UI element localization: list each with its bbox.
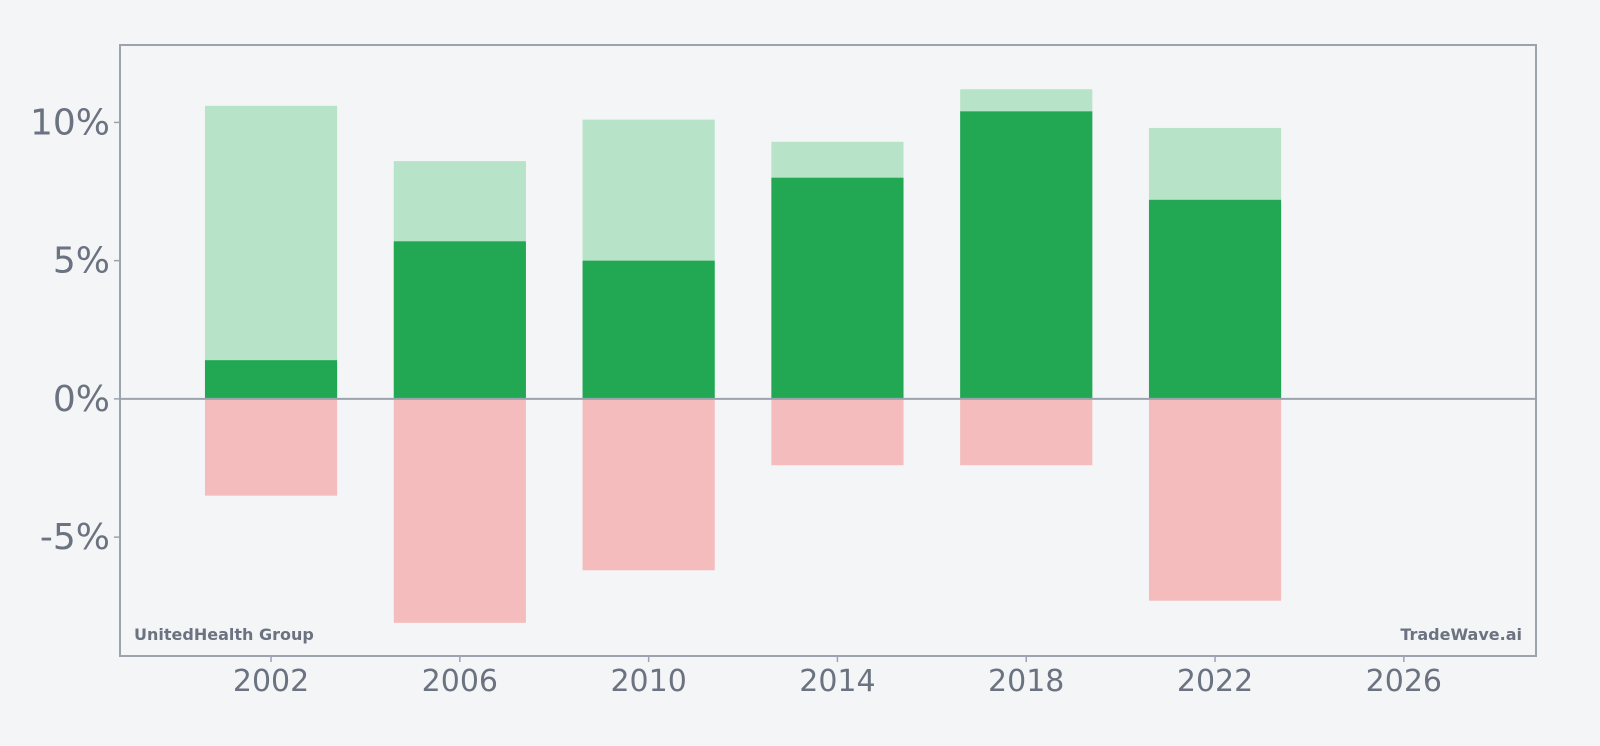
x-tick-label: 2014 xyxy=(799,664,875,699)
x-tick-label: 2002 xyxy=(233,664,309,699)
bar-value-2022 xyxy=(1148,199,1282,399)
x-tick-label: 2018 xyxy=(988,664,1064,699)
bar-value-2010 xyxy=(582,260,715,399)
plot-frame xyxy=(119,44,1537,657)
y-tick-label: -5% xyxy=(40,517,110,558)
bar-value-2018 xyxy=(960,111,1093,399)
watermark-label: TradeWave.ai xyxy=(1400,625,1522,644)
x-axis: 2002 2006 2010 2014 2018 2022 2026 xyxy=(233,656,1442,699)
y-tick-label: 0% xyxy=(53,379,110,420)
bar-low-2010 xyxy=(582,398,715,571)
x-tick-label: 2022 xyxy=(1177,664,1253,699)
bar-low-2014 xyxy=(771,398,904,466)
bar-low-2022 xyxy=(1148,398,1282,601)
bar-low-2018 xyxy=(960,398,1093,466)
bar-low-2006 xyxy=(393,398,526,623)
x-tick-label: 2026 xyxy=(1366,664,1442,699)
y-axis: -5% 0% 5% 10% xyxy=(30,102,120,558)
bar-high-2002 xyxy=(204,105,338,399)
y-tick-label: 10% xyxy=(30,102,110,143)
company-label: UnitedHealth Group xyxy=(134,625,314,644)
x-tick-label: 2010 xyxy=(610,664,686,699)
bar-value-2002 xyxy=(204,360,338,399)
bar-value-2014 xyxy=(771,177,904,399)
y-tick-label: 5% xyxy=(53,241,110,282)
x-tick-label: 2006 xyxy=(422,664,498,699)
bars-group xyxy=(204,89,1282,623)
bar-low-2002 xyxy=(204,398,338,496)
bar-value-2006 xyxy=(393,241,526,399)
